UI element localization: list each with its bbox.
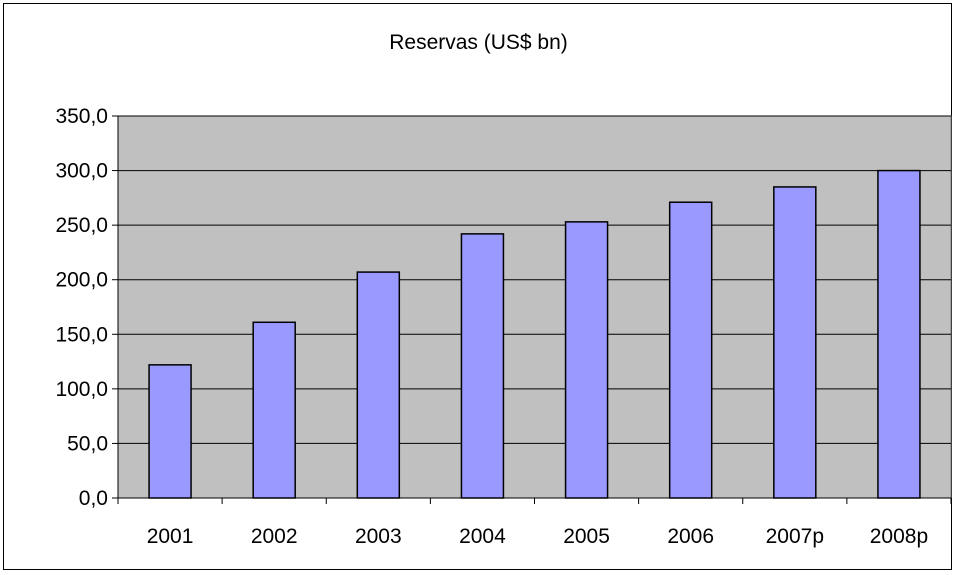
- x-tick-label: 2005: [563, 525, 610, 548]
- x-tick-label: 2007p: [766, 525, 824, 548]
- y-tick-label: 50,0: [67, 432, 108, 455]
- x-tick-label: 2001: [147, 525, 194, 548]
- y-tick-label: 250,0: [55, 214, 108, 237]
- x-tick-label: 2004: [459, 525, 506, 548]
- bar-2005: [566, 222, 608, 498]
- bar-2003: [357, 272, 399, 498]
- bar-2006: [670, 202, 712, 498]
- x-tick-label: 2006: [667, 525, 714, 548]
- y-tick-label: 300,0: [55, 160, 108, 183]
- x-tick-label: 2002: [251, 525, 298, 548]
- x-tick-labels: 2001 2002 2003 2004 2005 2006 2007p 2008p: [147, 525, 928, 548]
- bar-2002: [253, 322, 295, 498]
- y-tick-label: 100,0: [55, 378, 108, 401]
- bar-2008p: [878, 171, 920, 498]
- y-tick-label: 150,0: [55, 323, 108, 346]
- y-tick-label: 0,0: [79, 487, 108, 510]
- y-tick-labels: 0,0 50,0 100,0 150,0 200,0 250,0 300,0 350,0: [55, 105, 108, 510]
- plot-area: [118, 116, 951, 498]
- y-tick-label: 200,0: [55, 269, 108, 292]
- bar-2007p: [774, 187, 816, 498]
- x-tick-label: 2003: [355, 525, 402, 548]
- bar-2001: [149, 365, 191, 498]
- bar-2004: [461, 234, 503, 498]
- x-tick-label: 2008p: [870, 525, 928, 548]
- y-tick-label: 350,0: [55, 105, 108, 128]
